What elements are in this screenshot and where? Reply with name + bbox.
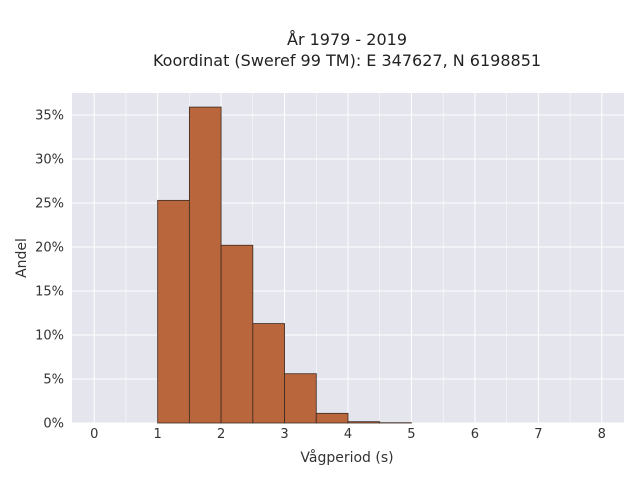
- y-tick-label-5: 25%: [35, 197, 64, 212]
- y-tick-labels: 0% 5% 10% 15% 20% 25% 30% 35%: [35, 109, 64, 432]
- x-tick-label-0: 0: [90, 427, 98, 442]
- y-tick-label-1: 5%: [43, 373, 64, 388]
- x-tick-label-3: 3: [280, 427, 288, 442]
- x-tick-label-7: 7: [534, 427, 542, 442]
- bar-3: [252, 323, 285, 424]
- y-tick-label-2: 10%: [35, 329, 64, 344]
- y-axis-label: Andel: [14, 238, 30, 278]
- y-tick-label-4: 20%: [35, 241, 64, 256]
- y-tick-label-0: 0%: [43, 417, 64, 432]
- bar-5: [315, 412, 349, 424]
- chart-title-line1: År 1979 - 2019: [287, 30, 407, 49]
- x-tick-label-2: 2: [217, 427, 225, 442]
- x-tick-label-6: 6: [471, 427, 479, 442]
- x-tick-label-1: 1: [154, 427, 162, 442]
- x-tick-label-4: 4: [344, 427, 352, 442]
- bar-6: [347, 421, 381, 424]
- y-tick-label-7: 35%: [35, 109, 64, 124]
- chart-title-line2: Koordinat (Sweref 99 TM): E 347627, N 61…: [153, 51, 541, 70]
- x-tick-label-8: 8: [598, 427, 606, 442]
- x-tick-label-5: 5: [407, 427, 415, 442]
- bars: [157, 106, 412, 424]
- bar-1: [188, 106, 222, 424]
- y-tick-label-3: 15%: [35, 285, 64, 300]
- x-axis-label: Vågperiod (s): [300, 449, 393, 466]
- y-tick-label-6: 30%: [35, 153, 64, 168]
- bar-0: [157, 199, 190, 424]
- bar-2: [220, 244, 254, 424]
- bar-4: [284, 373, 317, 424]
- x-tick-labels: 0 1 2 3 4 5 6 7 8: [90, 427, 606, 442]
